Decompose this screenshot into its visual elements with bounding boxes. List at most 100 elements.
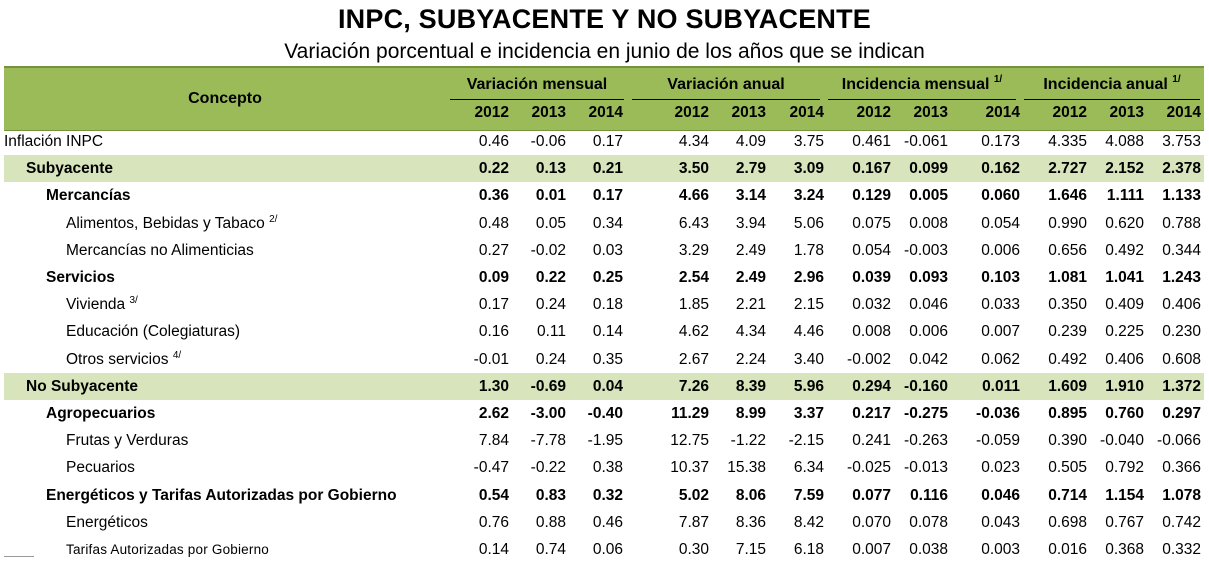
- table-row: Mercancías 0.36 0.01 0.17 4.66 3.14 3.24 0.129 0…: [4, 182, 1204, 209]
- row-label: No Subyacente: [26, 373, 138, 400]
- table-cell: 0.06: [592, 541, 623, 558]
- header-group-note: 1/: [993, 74, 1003, 85]
- table-cell: 0.023: [981, 459, 1020, 477]
- table-cell: 15.38: [727, 459, 766, 477]
- table-cell: 0.167: [852, 160, 891, 178]
- header-group-label: Incidencia mensual: [841, 76, 990, 93]
- table-cell: 1.154: [1105, 486, 1144, 504]
- table-cell: 5.06: [793, 214, 824, 232]
- table-cell: -0.066: [1157, 432, 1201, 450]
- table-cell: 0.83: [535, 486, 566, 504]
- table-cell: 4.62: [678, 323, 709, 341]
- table-cell: -0.002: [847, 350, 891, 368]
- table-cell: 0.350: [1048, 296, 1087, 314]
- row-label-text: Energéticos: [66, 513, 148, 531]
- table-cell: 0.27: [478, 241, 509, 259]
- table-cell: 8.36: [735, 513, 766, 531]
- table-cell: 0.24: [535, 296, 566, 314]
- row-label: Agropecuarios: [46, 400, 155, 427]
- table-title: INPC, SUBYACENTE Y NO SUBYACENTE: [337, 4, 872, 34]
- table-cell: 8.42: [793, 513, 824, 531]
- row-label-text: Tarifas Autorizadas por Gobierno: [66, 542, 270, 557]
- table-cell: 8.99: [735, 405, 766, 422]
- table-cell: -0.040: [1100, 432, 1144, 450]
- header-year: 2014: [789, 104, 824, 121]
- table-cell: 0.297: [1162, 405, 1201, 422]
- table-cell: 0.492: [1048, 350, 1087, 368]
- table-cell: -0.059: [976, 432, 1020, 450]
- table-cell: 0.14: [478, 541, 509, 558]
- row-label: Mercancías: [46, 182, 130, 209]
- table-cell: -1.95: [587, 432, 623, 450]
- table-row: Subyacente 0.22 0.13 0.21 3.50 2.79 3.09 0.167 0…: [4, 155, 1204, 183]
- table-row: Mercancías no Alimenticias 0.27 -0.02 0.03 3…: [4, 237, 1204, 264]
- table-cell: 0.608: [1162, 350, 1201, 368]
- table-cell: 11.29: [671, 405, 709, 422]
- row-label-text: Pecuarios: [66, 459, 135, 477]
- table-cell: 0.620: [1105, 214, 1144, 232]
- table-cell: 6.18: [793, 541, 824, 558]
- table-cell: 7.15: [735, 541, 766, 558]
- table-cell: -0.69: [530, 377, 566, 395]
- row-label: Frutas y Verduras: [66, 427, 188, 454]
- table-cell: 0.230: [1162, 323, 1201, 341]
- table-cell: -0.160: [904, 377, 948, 395]
- table-cell: 0.007: [981, 323, 1020, 341]
- table-row: Educación (Colegiaturas) 0.16 0.11 0.14 4.62…: [4, 318, 1204, 345]
- table-cell: 0.46: [478, 133, 509, 150]
- header-year: 2012: [856, 104, 891, 121]
- table-cell: 0.060: [981, 187, 1020, 205]
- table-cell: 0.332: [1162, 541, 1201, 558]
- row-label-text: Educación (Colegiaturas): [66, 323, 241, 341]
- table-cell: 0.74: [535, 541, 566, 558]
- header-year: 2014: [985, 104, 1020, 121]
- table-cell: -7.78: [530, 432, 566, 450]
- table-cell: 1.85: [678, 296, 709, 314]
- header-group-incidencia-mensual: Incidencia mensual 1/: [824, 74, 1020, 100]
- table-cell: 0.03: [592, 241, 623, 259]
- table-cell: 0.116: [910, 486, 948, 504]
- table-cell: 2.96: [793, 269, 824, 286]
- table-cell: 0.742: [1162, 513, 1201, 531]
- table-cell: 0.21: [592, 160, 623, 178]
- row-label-text: Agropecuarios: [46, 405, 156, 422]
- table-row: Alimentos, Bebidas y Tabaco 2/0.48 0.05 0.…: [4, 210, 1204, 237]
- table-cell: 0.217: [852, 405, 891, 422]
- table-cell: 1.111: [1106, 187, 1144, 205]
- table-cell: 0.16: [478, 323, 509, 341]
- table-subtitle: Variación porcentual e incidencia en jun…: [284, 40, 925, 63]
- table-cell: -0.025: [847, 459, 891, 477]
- table-cell: 0.01: [535, 187, 566, 205]
- header-group-variacion-mensual: Variación mensual: [446, 74, 628, 100]
- table-cell: 0.003: [981, 541, 1020, 558]
- table-cell: 2.152: [1105, 160, 1144, 178]
- table-cell: 0.11: [536, 323, 566, 341]
- table-cell: 0.18: [592, 296, 623, 314]
- header-year: 2014: [1166, 104, 1201, 121]
- table-cell: 0.461: [852, 133, 891, 150]
- table-cell: 3.14: [735, 187, 766, 205]
- table-row: Pecuarios -0.47 -0.22 0.38 10.37 15.38 6.34 -0.…: [4, 454, 1204, 481]
- table-cell: 5.96: [793, 377, 824, 395]
- table-cell: 0.698: [1048, 513, 1087, 531]
- header-year: 2013: [913, 104, 948, 121]
- table-cell: 0.032: [852, 296, 891, 314]
- row-footnote-mark: 3/: [129, 295, 138, 307]
- table-cell: 2.49: [735, 269, 766, 286]
- row-label: Pecuarios: [66, 454, 135, 481]
- header-group-variacion-anual: Variación anual: [628, 74, 824, 100]
- row-label: Servicios: [46, 264, 115, 291]
- table-cell: 0.162: [981, 160, 1020, 178]
- table-cell: 2.15: [793, 296, 824, 314]
- table-cell: -0.013: [904, 459, 948, 477]
- table-cell: 0.767: [1105, 513, 1144, 531]
- table-cell: 0.22: [478, 160, 509, 178]
- table-cell: 12.75: [670, 432, 709, 450]
- row-label-text: Inflación INPC: [4, 133, 104, 150]
- table-cell: 3.50: [678, 160, 709, 178]
- table-row: Energéticos 0.76 0.88 0.46 7.87 8.36 8.42 0.070…: [4, 509, 1204, 536]
- table-cell: 1.609: [1048, 377, 1087, 395]
- table-cell: 1.041: [1105, 269, 1144, 286]
- table-cell: 0.406: [1162, 296, 1201, 314]
- table-cell: -0.02: [530, 241, 566, 259]
